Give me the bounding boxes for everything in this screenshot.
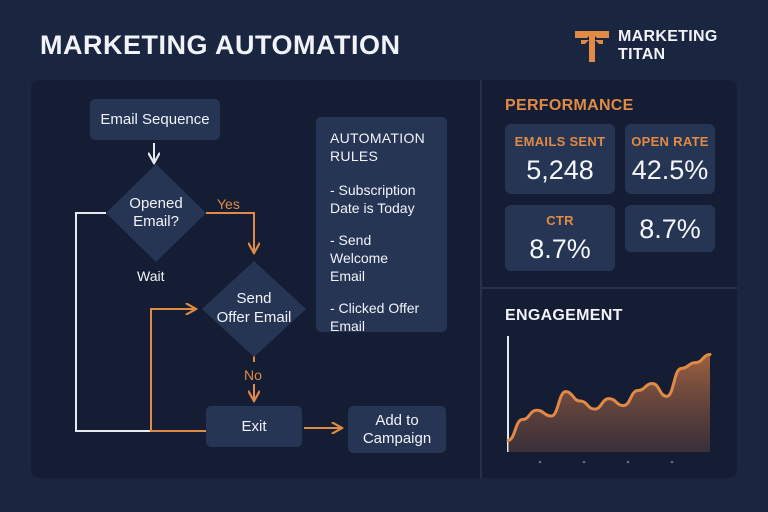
metric-label: OPEN RATE — [631, 133, 709, 149]
engagement-area — [508, 354, 710, 452]
metric-open-rate: OPEN RATE 42.5% — [625, 124, 715, 194]
node-exit: Exit — [206, 406, 302, 447]
metric-value: 8.7% — [639, 213, 701, 244]
metric-label: CTR — [546, 212, 574, 228]
yes-label: Yes — [217, 196, 240, 212]
page-title: MARKETING AUTOMATION — [40, 30, 401, 60]
rules-title-line-2: RULES — [330, 148, 379, 164]
opened-email-diamond — [106, 164, 206, 262]
rule-item-1-line-2: Date is Today — [330, 200, 415, 216]
performance-title: PERFORMANCE — [505, 97, 634, 114]
wait-label: Wait — [137, 268, 165, 284]
engagement-chart — [506, 336, 712, 464]
x-axis-tick-dot — [670, 460, 674, 464]
node-add-to-campaign: Add to Campaign — [348, 406, 446, 453]
metric-value: 42.5% — [631, 154, 709, 185]
metric-emails-sent: EMAILS SENT 5,248 — [505, 124, 615, 194]
add-campaign-line-2: Campaign — [362, 429, 432, 447]
metric-value: 5,248 — [526, 154, 594, 185]
rule-item-3-line-1: - Clicked Offer — [330, 300, 420, 316]
panel-divider-horizontal — [482, 287, 737, 289]
rule-item-3-line-2: Email — [330, 318, 366, 334]
engagement-line — [506, 353, 712, 442]
rules-title-line-1: AUTOMATION — [330, 130, 426, 146]
metric-value: 8.7% — [529, 233, 591, 264]
rule-item-2-line-2: Email — [330, 268, 366, 284]
metric-label: EMAILS SENT — [514, 133, 606, 149]
brand-line-1: MARKETING — [618, 28, 718, 45]
automation-rules-card: AUTOMATION RULES - Subscription Date is … — [316, 117, 447, 335]
titan-t-logo-icon — [575, 31, 609, 62]
brand-name: MARKETING TITAN — [618, 28, 718, 64]
x-axis-tick-dot — [538, 460, 542, 464]
engagement-title: ENGAGEMENT — [505, 307, 623, 324]
opened-email-line-2: Email? — [133, 213, 179, 230]
add-campaign-line-1: Add to — [375, 411, 419, 429]
rule-item-2-line-1: - Send Welcome — [330, 232, 389, 266]
brand: MARKETING TITAN — [574, 28, 718, 64]
panel-divider-vertical — [480, 80, 482, 478]
rule-item: - Clicked Offer Email — [330, 299, 433, 335]
rule-item: - Subscription Date is Today — [330, 181, 433, 217]
metric-extra: 8.7% — [625, 205, 715, 252]
node-email-sequence: Email Sequence — [90, 99, 220, 140]
opened-email-line-1: Opened — [129, 195, 183, 212]
node-email-sequence-label: Email Sequence — [100, 110, 210, 128]
node-opened-email-label: Opened Email? — [106, 195, 206, 231]
send-offer-diamond — [202, 261, 306, 357]
rule-item-1-line-1: - Subscription — [330, 182, 416, 198]
x-axis-tick-dot — [582, 460, 586, 464]
brand-line-2: TITAN — [618, 46, 666, 63]
rule-item: - Send Welcome Email — [330, 231, 433, 285]
no-label: No — [244, 367, 262, 383]
rules-title: AUTOMATION RULES — [330, 129, 433, 165]
node-exit-label: Exit — [241, 417, 267, 435]
x-axis-tick-dot — [626, 460, 630, 464]
metric-ctr: CTR 8.7% — [505, 205, 615, 271]
send-offer-line-2: Offer Email — [216, 309, 292, 326]
send-offer-line-1: Send — [236, 290, 272, 307]
node-send-offer-label: Send Offer Email — [200, 289, 308, 327]
